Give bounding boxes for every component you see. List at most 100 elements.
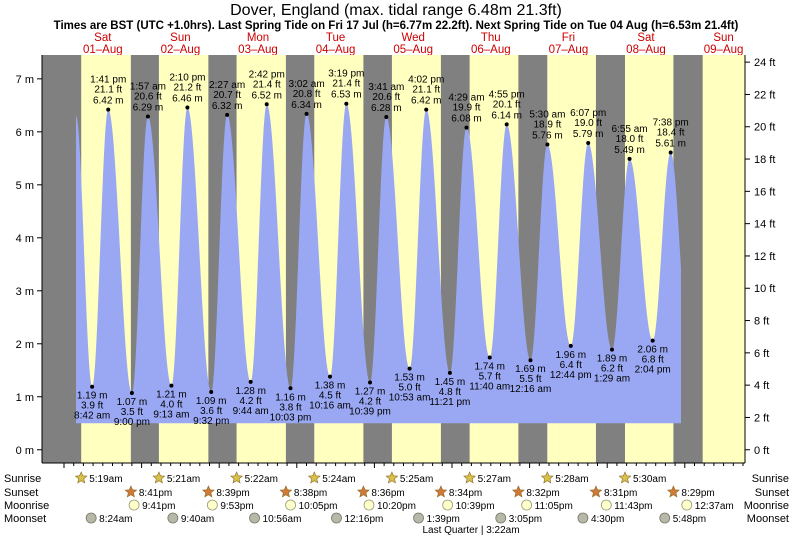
high-tide-point	[545, 142, 550, 147]
low-tide-feet: 5.7 ft	[479, 372, 501, 383]
feet-tick-label: 22 ft	[754, 89, 775, 101]
high-tide-metres: 6.29 m	[133, 102, 164, 113]
sunset-time: 8:29pm	[681, 488, 714, 499]
low-tide-metres: 1.09 m	[196, 396, 227, 407]
low-tide-feet: 4.8 ft	[439, 387, 461, 398]
moonrise-time: 11:05pm	[535, 501, 573, 512]
moonrise-icon	[206, 499, 218, 511]
moonset-time: 8:24am	[99, 514, 132, 525]
low-tide-feet: 3.6 ft	[200, 406, 222, 417]
low-tide-metres: 1.45 m	[435, 377, 466, 388]
feet-tick-label: 4 ft	[754, 380, 769, 392]
sunrise-icon	[230, 471, 244, 484]
metre-tick-label: 1 m	[16, 392, 34, 404]
high-tide-metres: 6.28 m	[371, 103, 402, 114]
high-tide-time: 7:38 pm	[653, 117, 689, 128]
low-tide-point	[248, 379, 253, 384]
sunrise-icon	[307, 471, 321, 484]
high-tide-feet: 20.6 ft	[134, 91, 162, 102]
low-tide-metres: 1.28 m	[235, 386, 266, 397]
high-tide-feet: 18.0 ft	[616, 134, 644, 145]
moonset-icon	[577, 512, 589, 524]
moonrise-icon	[681, 499, 693, 511]
low-tide-time: 10:53 am	[389, 393, 431, 404]
moonset-icon	[331, 512, 342, 524]
feet-tick-label: 16 ft	[754, 186, 775, 198]
day-name-label: Sat	[637, 32, 655, 44]
moonset-icon	[249, 512, 260, 524]
tide-curve	[76, 103, 682, 424]
moonset-icon	[495, 512, 507, 524]
high-tide-point	[264, 102, 269, 107]
low-tide-point	[129, 391, 134, 396]
high-tide-time: 3:19 pm	[328, 69, 364, 80]
sunrise-time: 5:30am	[633, 474, 666, 485]
day-date-label: 08–Aug	[626, 44, 666, 56]
day-date-label: 05–Aug	[393, 44, 433, 56]
sunset-time: 8:32pm	[526, 488, 559, 499]
sunrise-time: 5:25am	[400, 474, 433, 485]
low-tide-feet: 4.2 ft	[240, 396, 262, 407]
high-tide-point	[304, 111, 309, 116]
low-tide-feet: 3.9 ft	[81, 401, 103, 412]
low-tide-time: 11:21 pm	[429, 397, 470, 408]
high-tide-time: 2:42 pm	[249, 69, 285, 80]
high-tide-point	[384, 114, 389, 119]
feet-tick-label: 12 ft	[754, 251, 775, 263]
low-tide-time: 12:16 am	[510, 384, 552, 395]
low-tide-time: 9:13 am	[153, 410, 189, 421]
sunrise-icon	[618, 471, 632, 484]
moonset-icon	[413, 512, 424, 524]
feet-tick-label: 14 ft	[754, 219, 775, 231]
feet-tick-label: 2 ft	[754, 412, 769, 424]
feet-tick-label: 10 ft	[754, 283, 775, 295]
moonset-time: 4:30pm	[591, 514, 624, 525]
metre-tick-label: 5 m	[16, 180, 34, 192]
low-tide-feet: 5.0 ft	[398, 383, 420, 394]
high-tide-metres: 5.76 m	[532, 131, 563, 142]
high-tide-time: 4:02 pm	[408, 75, 444, 86]
day-name-label: Sun	[713, 32, 733, 44]
high-tide-point	[424, 107, 429, 112]
moonrise-icon	[521, 499, 533, 511]
low-tide-feet: 3.5 ft	[121, 407, 143, 418]
sunset-time: 8:38pm	[294, 488, 327, 499]
sunrise-row-label-left: Sunrise	[4, 473, 41, 485]
low-tide-feet: 6.2 ft	[601, 364, 623, 375]
low-tide-feet: 4.2 ft	[359, 396, 381, 407]
moonrise-icon	[285, 499, 296, 511]
high-tide-time: 6:55 am	[612, 124, 648, 135]
high-tide-metres: 6.32 m	[212, 101, 243, 112]
low-tide-point	[368, 380, 373, 385]
moonset-time: 9:40am	[181, 514, 214, 525]
low-tide-feet: 6.4 ft	[560, 360, 582, 371]
day-name-label: Thu	[481, 32, 501, 44]
sunset-time: 8:39pm	[216, 488, 249, 499]
high-tide-metres: 6.42 m	[411, 96, 442, 107]
moonrise-icon	[442, 499, 454, 511]
low-tide-point	[568, 343, 573, 348]
sunset-time: 8:31pm	[604, 488, 637, 499]
sunset-time: 8:36pm	[371, 488, 404, 499]
low-tide-time: 10:39 pm	[349, 406, 391, 417]
high-tide-time: 4:55 pm	[489, 89, 525, 100]
moonset-time: 1:39pm	[427, 514, 460, 525]
low-tide-point	[90, 384, 95, 389]
chart-title: Dover, England (max. tidal range 6.48m 2…	[230, 2, 562, 19]
low-tide-point	[487, 355, 492, 360]
sunrise-time: 5:21am	[167, 474, 200, 485]
daylight-band	[702, 55, 745, 463]
sunrise-row-label-right: Sunrise	[752, 473, 789, 485]
moonrise-time: 9:41pm	[142, 501, 175, 512]
high-tide-point	[504, 122, 509, 127]
metre-tick-label: 3 m	[16, 286, 34, 298]
high-tide-metres: 6.42 m	[93, 96, 124, 107]
sunset-row-label-right: Sunset	[755, 487, 789, 499]
day-name-label: Tue	[326, 32, 345, 44]
sunset-row-label-left: Sunset	[4, 487, 38, 499]
high-tide-feet: 20.7 ft	[213, 90, 241, 101]
moonset-time: 3:05pm	[509, 514, 542, 525]
high-tide-time: 1:41 pm	[90, 75, 126, 86]
high-tide-metres: 6.46 m	[172, 93, 203, 104]
